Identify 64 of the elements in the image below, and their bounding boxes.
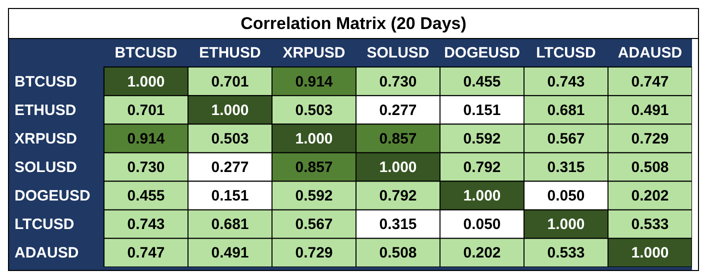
data-label: 0.277	[211, 159, 249, 176]
data-label: 0.491	[211, 244, 249, 262]
data-label: 1.000	[211, 102, 249, 119]
data-label: 0.533	[631, 216, 669, 234]
data-label: 0.567	[295, 216, 333, 234]
data-label: 0.857	[295, 159, 333, 176]
data-label: 0.747	[631, 73, 669, 90]
data-label: 0.202	[463, 244, 501, 262]
data-label: 0.743	[127, 216, 165, 234]
data-label: 1.000	[127, 73, 165, 90]
data-label: 0.681	[547, 102, 585, 119]
y-tick-label: DOGEUSD	[14, 188, 91, 205]
data-label: 0.503	[211, 130, 249, 148]
data-label: 0.491	[631, 102, 669, 119]
x-tick-label: ETHUSD	[199, 44, 261, 62]
x-tick-label: SOLUSD	[366, 44, 430, 62]
x-tick-label: ADAUSD	[618, 44, 682, 62]
data-label: 1.000	[463, 188, 501, 205]
y-tick-label: ETHUSD	[14, 102, 76, 119]
data-label: 0.592	[295, 188, 333, 205]
data-label: 1.000	[295, 130, 333, 148]
data-label: 0.455	[127, 188, 165, 205]
x-tick-label: LTCUSD	[536, 44, 596, 62]
y-tick-label: BTCUSD	[14, 73, 78, 90]
data-label: 1.000	[379, 159, 417, 176]
data-label: 0.567	[547, 130, 585, 148]
data-label: 0.533	[547, 244, 585, 262]
x-tick-label: XRPUSD	[282, 44, 346, 62]
data-label: 0.792	[463, 159, 501, 176]
data-label: 0.857	[379, 130, 417, 148]
data-label: 0.730	[127, 159, 165, 176]
data-label: 0.503	[295, 102, 333, 119]
data-label: 0.747	[127, 244, 165, 262]
data-label: 0.701	[211, 73, 249, 90]
data-label: 0.277	[379, 102, 417, 119]
data-label: 0.315	[379, 216, 417, 234]
y-tick-label: SOLUSD	[14, 159, 78, 176]
data-label: 0.151	[463, 102, 501, 119]
data-label: 0.730	[379, 73, 417, 90]
y-tick-label: LTCUSD	[14, 216, 74, 234]
data-label: 0.151	[211, 188, 249, 205]
y-tick-label: ADAUSD	[14, 244, 79, 262]
data-label: 0.743	[547, 73, 585, 90]
y-tick-label: XRPUSD	[14, 130, 78, 148]
data-label: 0.729	[631, 130, 669, 148]
data-label: 0.729	[295, 244, 333, 262]
data-label: 0.455	[463, 73, 501, 90]
data-label: 0.681	[211, 216, 249, 234]
chart-title: Correlation Matrix (20 Days)	[9, 9, 698, 39]
data-label: 0.508	[631, 159, 669, 176]
data-label: 0.202	[631, 188, 669, 205]
data-label: 0.914	[295, 73, 334, 90]
data-label: 0.315	[547, 159, 585, 176]
x-tick-label: DOGEUSD	[444, 44, 520, 62]
data-label: 1.000	[547, 216, 585, 234]
data-label: 0.050	[463, 216, 501, 234]
data-label: 0.508	[379, 244, 417, 262]
data-label: 0.050	[547, 188, 585, 205]
data-label: 1.000	[631, 244, 669, 262]
data-label: 0.592	[463, 130, 501, 148]
data-label: 0.701	[127, 102, 165, 119]
data-label: 0.792	[379, 188, 417, 205]
data-label: 0.914	[127, 130, 166, 148]
x-tick-label: BTCUSD	[114, 44, 178, 62]
